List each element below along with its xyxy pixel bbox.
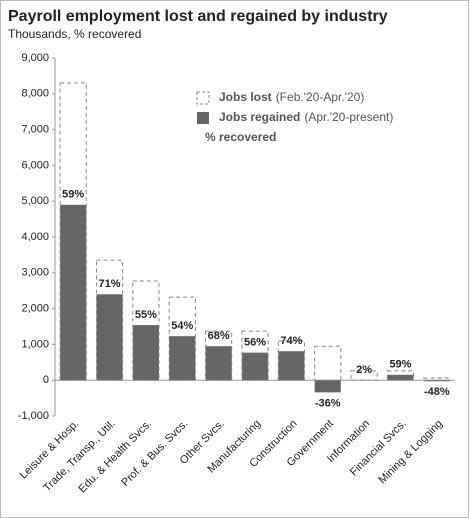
bar-lost <box>241 330 269 381</box>
pct-label: 68% <box>208 330 230 342</box>
legend-period: (Feb.'20-Apr.'20) <box>276 90 365 104</box>
y-tick-label: 1,000 <box>21 338 49 350</box>
bar-lost <box>350 370 378 381</box>
bar-lost <box>277 340 305 381</box>
bar-regained <box>423 380 450 382</box>
y-tick-label: 8,000 <box>21 88 49 100</box>
bar-regained <box>60 204 87 381</box>
legend-swatch <box>197 112 209 124</box>
y-tick-label: 2,000 <box>21 303 49 315</box>
y-tick-label: 7,000 <box>21 124 49 136</box>
bar-lost <box>314 345 342 381</box>
legend-label: Jobs regained (Apr.'20-present) <box>219 110 393 124</box>
pct-label: -36% <box>315 397 341 409</box>
bar-regained <box>278 351 305 381</box>
chart-subtitle: Thousands, % recovered <box>8 27 141 41</box>
x-tick-label: Mining & Logging <box>376 418 445 487</box>
pct-label: 56% <box>244 337 266 349</box>
y-tick-label: 3,000 <box>21 267 49 279</box>
legend-swatch <box>196 91 210 105</box>
legend-name: Jobs regained <box>219 110 300 124</box>
bar-lost <box>59 82 87 381</box>
bar-regained <box>314 380 341 393</box>
pct-label: 59% <box>389 359 411 371</box>
bar-regained <box>241 352 269 381</box>
pct-label: -48% <box>424 386 450 398</box>
y-tick-label: 9,000 <box>21 52 49 64</box>
pct-label: 74% <box>280 335 302 347</box>
bar-regained <box>132 325 159 381</box>
bar-regained <box>169 336 196 381</box>
pct-label: 54% <box>171 320 193 332</box>
legend-label: % recovered <box>205 130 276 144</box>
chart-title: Payroll employment lost and regained by … <box>8 8 388 25</box>
pct-label: 71% <box>99 278 121 290</box>
bar-lost <box>168 296 196 381</box>
bar-lost <box>386 370 415 381</box>
pct-label: 55% <box>135 309 157 321</box>
legend-label: Jobs lost (Feb.'20-Apr.'20) <box>219 90 364 104</box>
y-tick-label: 6,000 <box>21 159 49 171</box>
bar-regained <box>205 346 232 381</box>
legend-name: Jobs lost <box>219 90 272 104</box>
y-tick-label: 5,000 <box>21 195 49 207</box>
legend-period: (Apr.'20-present) <box>304 110 393 124</box>
bar-lost <box>205 330 233 381</box>
pct-label: 59% <box>62 189 84 201</box>
bar-lost <box>95 259 124 381</box>
pct-label: 2% <box>356 364 372 376</box>
bar-regained <box>387 374 414 381</box>
x-tick-label: Prof. & Bus. Svcs. <box>119 418 190 489</box>
y-tick-label: 0 <box>43 374 49 386</box>
y-tick-label: 4,000 <box>21 231 49 243</box>
y-tick-label: -1,000 <box>18 410 49 422</box>
bar-regained <box>96 294 123 381</box>
